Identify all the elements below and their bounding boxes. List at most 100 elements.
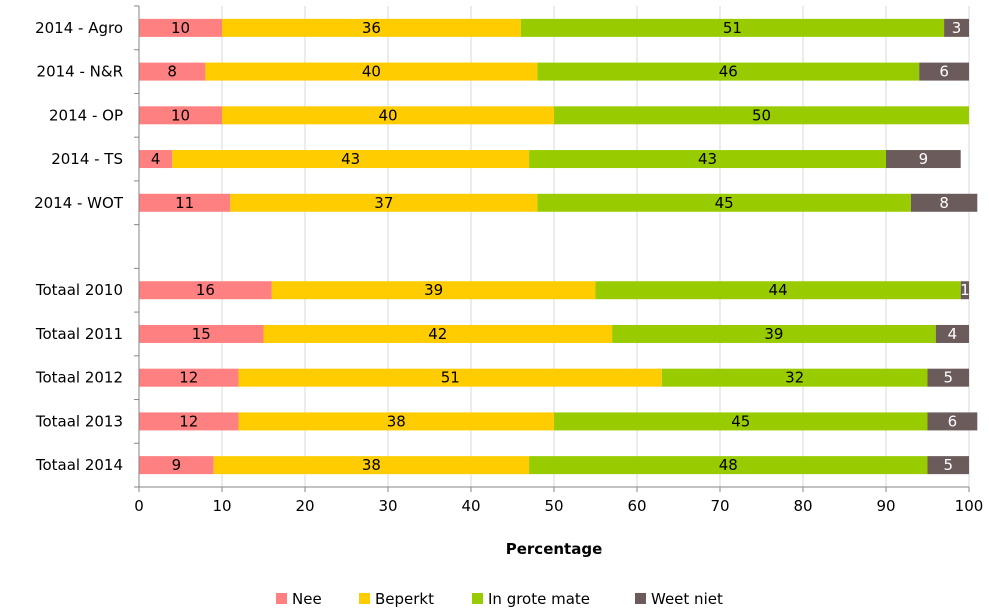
data-label: 3: [952, 19, 962, 37]
bar-segment: [271, 281, 596, 300]
category-label: Totaal 2012: [35, 369, 123, 387]
bar-segment: [238, 368, 662, 387]
data-label: 8: [167, 63, 177, 81]
bar-segment: [139, 281, 272, 300]
bar-segment: [529, 456, 928, 475]
data-label: 48: [719, 456, 738, 474]
bar-segment: [205, 62, 538, 81]
bar-segment: [139, 324, 264, 343]
bar-segment: [612, 324, 936, 343]
legend-swatch: [635, 593, 646, 604]
data-label: 15: [192, 325, 211, 343]
data-label: 38: [362, 456, 381, 474]
data-label: 46: [719, 63, 738, 81]
category-label: 2014 - TS: [51, 150, 123, 168]
x-tick-label: 20: [295, 497, 314, 515]
x-tick-label: 40: [461, 497, 480, 515]
bar-segment: [139, 193, 231, 212]
legend-swatch: [276, 593, 287, 604]
data-label: 6: [948, 412, 958, 430]
bars: 10 36 51 38 40 46 610 40 504 43 43 911 37 45 816 39 44 11…: [139, 18, 978, 475]
bar-segment: [927, 368, 969, 387]
bar-segment: [230, 193, 538, 212]
category-label: Totaal 2013: [35, 412, 123, 430]
x-tick-label: 30: [378, 497, 397, 515]
bar-segment: [139, 412, 239, 431]
bar-segment: [595, 281, 961, 300]
bar-segment: [139, 18, 222, 37]
x-tick-label: 0: [134, 497, 144, 515]
data-label: 32: [785, 369, 804, 387]
data-label: 44: [769, 281, 788, 299]
legend-swatch: [359, 593, 370, 604]
data-label: 45: [715, 194, 734, 212]
category-label: 2014 - Agro: [35, 19, 123, 37]
bar-segment: [927, 412, 978, 431]
legend-swatch: [472, 593, 483, 604]
legend-label: Weet niet: [651, 590, 723, 608]
bar-segment: [520, 18, 945, 37]
data-label: 5: [943, 369, 953, 387]
x-axis-title: Percentage: [506, 540, 603, 558]
bar-segment: [139, 456, 214, 475]
bar-segment: [944, 18, 969, 37]
legend: Nee Beperkt In grote mate Weet niet: [276, 590, 723, 608]
bar-segment: [537, 193, 911, 212]
bar-segment: [529, 150, 886, 169]
data-label: 12: [179, 369, 198, 387]
data-label: 4: [948, 325, 958, 343]
bar-segment: [910, 193, 978, 212]
data-label: 51: [441, 369, 460, 387]
bar-segment: [172, 150, 530, 169]
x-tick-label: 50: [544, 497, 563, 515]
data-label: 39: [424, 281, 443, 299]
data-label: 36: [362, 19, 381, 37]
bar-segment: [238, 412, 554, 431]
x-tick-label: 80: [793, 497, 812, 515]
data-label: 42: [428, 325, 447, 343]
data-label: 51: [723, 19, 742, 37]
category-label: Totaal 2011: [35, 325, 123, 343]
legend-label: In grote mate: [488, 590, 590, 608]
data-label: 10: [171, 19, 190, 37]
data-label: 10: [171, 106, 190, 124]
data-label: 9: [919, 150, 929, 168]
data-label: 1: [960, 281, 970, 299]
bar-segment: [661, 368, 928, 387]
x-tick-label: 90: [876, 497, 895, 515]
category-label: 2014 - N&R: [37, 63, 123, 81]
data-label: 38: [387, 412, 406, 430]
bar-segment: [222, 106, 554, 125]
bar-segment: [935, 324, 969, 343]
bar-segment: [222, 18, 521, 37]
data-label: 16: [196, 281, 215, 299]
data-label: 12: [179, 412, 198, 430]
bar-segment: [139, 62, 206, 81]
data-label: 50: [752, 106, 771, 124]
x-tick-label: 70: [710, 497, 729, 515]
x-tick-label: 100: [955, 497, 984, 515]
x-tick-label: 60: [627, 497, 646, 515]
axes: 0 10 20 30 40 50 60 70 80 90 100 2014 - Agro 2014 - …: [34, 5, 984, 515]
data-label: 45: [731, 412, 750, 430]
data-label: 5: [943, 456, 953, 474]
bar-segment: [554, 412, 928, 431]
gridlines: [221, 6, 970, 487]
bar-segment: [537, 62, 920, 81]
bar-segment: [139, 106, 222, 125]
data-label: 9: [172, 456, 182, 474]
bar-segment: [919, 62, 969, 81]
legend-label: Nee: [292, 590, 322, 608]
data-label: 8: [939, 194, 949, 212]
data-label: 43: [341, 150, 360, 168]
bar-segment: [960, 281, 969, 300]
data-label: 39: [764, 325, 783, 343]
bar-segment: [139, 150, 173, 169]
data-label: 43: [698, 150, 717, 168]
data-label: 4: [151, 150, 161, 168]
legend-label: Beperkt: [375, 590, 434, 608]
data-label: 37: [374, 194, 393, 212]
category-label: 2014 - OP: [49, 106, 123, 124]
category-label: Totaal 2010: [35, 281, 123, 299]
